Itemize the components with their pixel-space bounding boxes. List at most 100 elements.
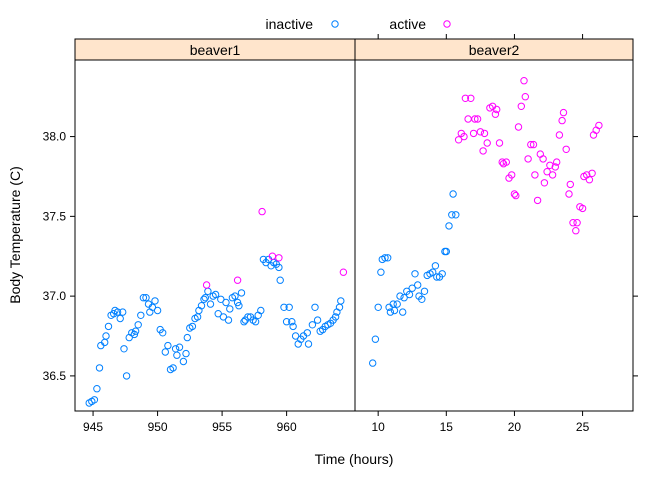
x-tick-label: 945 xyxy=(83,420,103,434)
data-point-active xyxy=(464,115,472,123)
strip-label-beaver2: beaver2 xyxy=(469,42,520,58)
data-point-inactive xyxy=(217,295,225,303)
data-point-inactive xyxy=(303,329,311,337)
data-point-inactive xyxy=(113,308,122,316)
data-point-inactive xyxy=(240,318,248,326)
data-point-active xyxy=(469,129,478,138)
legend-label-active: active xyxy=(389,16,426,32)
y-tick-label: 37.0 xyxy=(43,289,67,303)
y-tick-label: 36.5 xyxy=(43,369,67,383)
legend: inactive active xyxy=(266,16,451,32)
data-point-active xyxy=(585,176,594,184)
data-point-inactive xyxy=(442,247,450,256)
data-point-inactive xyxy=(400,294,408,302)
data-point-active xyxy=(529,140,538,149)
data-point-inactive xyxy=(405,290,414,299)
data-point-active xyxy=(536,150,544,158)
data-point-inactive xyxy=(369,359,377,367)
data-point-inactive xyxy=(311,303,319,311)
points-layer xyxy=(85,77,603,407)
data-point-inactive xyxy=(399,308,407,316)
data-point-active xyxy=(572,227,580,235)
data-point-active xyxy=(527,140,535,149)
data-point-inactive xyxy=(384,254,392,262)
data-point-inactive xyxy=(313,316,322,324)
data-point-inactive xyxy=(374,303,382,311)
data-point-active xyxy=(551,163,559,171)
data-point-inactive xyxy=(214,310,222,318)
data-point-active xyxy=(508,171,516,179)
x-tick-label: 10 xyxy=(371,420,385,434)
data-point-inactive xyxy=(164,341,172,350)
data-point-inactive xyxy=(122,372,131,380)
data-point-active xyxy=(493,105,501,114)
data-point-active xyxy=(471,115,479,123)
data-point-active xyxy=(467,94,475,103)
data-point-active xyxy=(555,131,564,139)
data-point-active xyxy=(517,102,525,111)
data-point-inactive xyxy=(257,306,265,315)
data-point-active xyxy=(479,147,487,155)
data-point-inactive xyxy=(431,262,440,270)
data-point-active xyxy=(595,121,603,130)
data-point-inactive xyxy=(120,345,128,353)
data-point-active xyxy=(480,129,489,138)
data-point-active xyxy=(339,268,348,276)
data-point-active xyxy=(558,116,566,125)
data-point-inactive xyxy=(448,211,456,219)
data-point-inactive xyxy=(173,351,181,359)
data-point-inactive xyxy=(179,357,188,366)
x-axis-title: Time (hours) xyxy=(315,451,394,467)
data-point-inactive xyxy=(104,322,113,331)
data-point-active xyxy=(476,128,485,136)
data-point-inactive xyxy=(110,310,118,318)
strip-label-beaver1: beaver1 xyxy=(190,42,241,58)
data-point-active xyxy=(548,171,557,179)
data-point-inactive xyxy=(226,305,234,313)
data-point-inactive xyxy=(171,345,180,353)
data-point-inactive xyxy=(438,270,446,278)
y-axis-title: Body Temperature (C) xyxy=(7,166,23,303)
y-tick-label: 38.0 xyxy=(43,130,67,144)
data-point-active xyxy=(520,77,528,85)
legend-marker-inactive xyxy=(331,20,339,28)
y-tick-label: 37.5 xyxy=(43,209,67,223)
data-point-inactive xyxy=(169,364,177,372)
data-point-inactive xyxy=(161,348,170,356)
data-point-inactive xyxy=(304,340,313,348)
data-point-inactive xyxy=(449,190,457,198)
data-point-inactive xyxy=(237,289,246,297)
data-point-inactive xyxy=(137,311,145,319)
data-point-inactive xyxy=(130,330,139,339)
data-point-inactive xyxy=(386,308,395,316)
data-point-inactive xyxy=(452,211,460,219)
data-point-active xyxy=(521,93,529,101)
data-point-inactive xyxy=(433,273,441,281)
data-point-active xyxy=(589,131,598,139)
data-point-active xyxy=(473,115,482,123)
data-point-inactive xyxy=(134,321,142,329)
data-point-inactive xyxy=(139,294,148,302)
data-point-active xyxy=(233,276,242,284)
data-point-active xyxy=(566,180,574,189)
data-point-inactive xyxy=(420,287,429,295)
data-point-inactive xyxy=(231,292,239,300)
data-point-inactive xyxy=(151,297,159,305)
data-point-active xyxy=(569,219,577,227)
data-point-inactive xyxy=(251,318,260,326)
data-point-inactive xyxy=(445,222,453,230)
x-tick-label: 25 xyxy=(576,420,590,434)
data-point-inactive xyxy=(148,303,157,311)
data-point-active xyxy=(540,179,549,187)
data-point-active xyxy=(573,219,581,227)
data-point-inactive xyxy=(288,318,296,326)
data-point-active xyxy=(502,158,510,166)
panel-beaver2 xyxy=(354,59,634,412)
data-point-active xyxy=(565,190,573,198)
data-point-active xyxy=(510,190,519,198)
data-point-inactive xyxy=(95,364,104,372)
data-point-active xyxy=(578,204,587,213)
data-point-inactive xyxy=(142,294,150,302)
data-point-inactive xyxy=(211,290,220,299)
